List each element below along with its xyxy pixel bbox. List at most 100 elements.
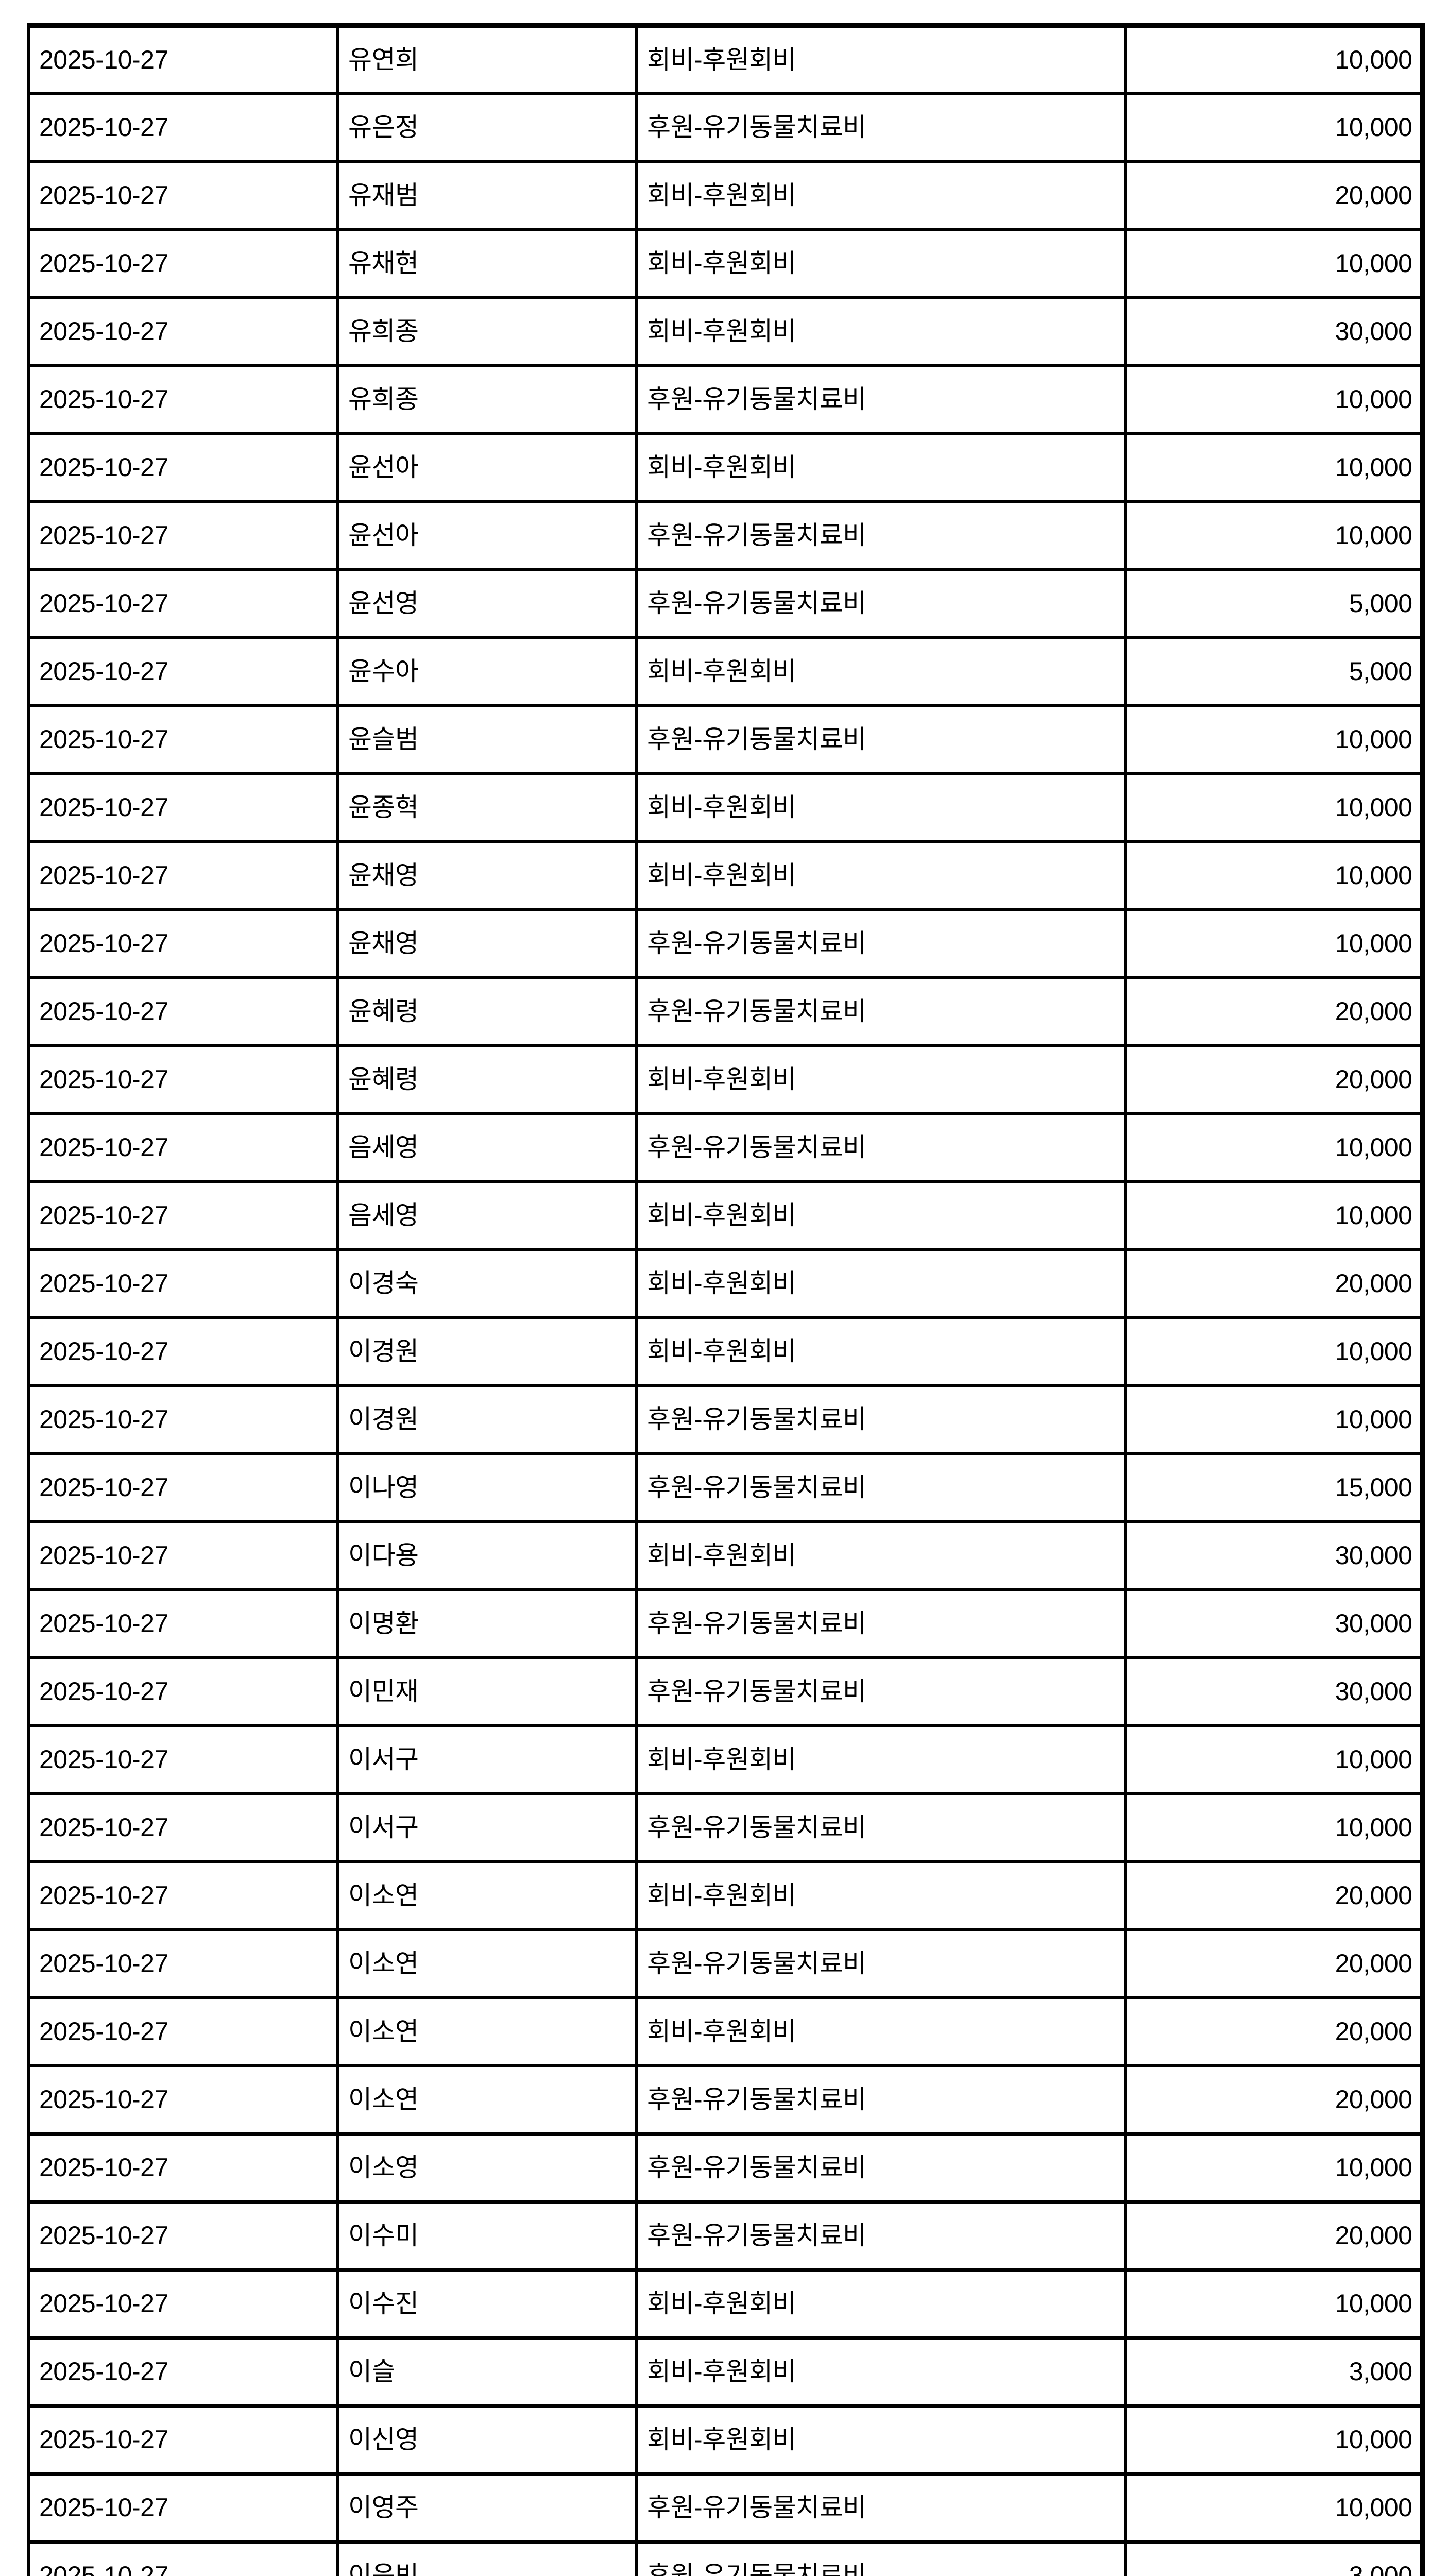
cell-donor-name: 유재범: [336, 161, 636, 231]
cell-date: 2025-10-27: [28, 909, 337, 979]
table-row: 2025-10-27 이다용 회비-후원회비 30,000: [28, 1521, 1422, 1591]
cell-amount: 10,000: [1124, 1725, 1422, 1795]
cell-date: 2025-10-27: [28, 1113, 337, 1183]
cell-date: 2025-10-27: [28, 297, 337, 367]
table-row: 2025-10-27 이서구 후원-유기동물치료비 10,000: [28, 1793, 1422, 1863]
cell-category: 회비-후원회비: [635, 1045, 1126, 1115]
table-row: 2025-10-27 유재범 회비-후원회비 20,000: [28, 161, 1422, 231]
table-row: 2025-10-27 윤혜령 후원-유기동물치료비 20,000: [28, 977, 1422, 1047]
cell-amount: 20,000: [1124, 977, 1422, 1047]
table-row: 2025-10-27 이수미 후원-유기동물치료비 20,000: [28, 2201, 1422, 2272]
cell-category: 후원-유기동물치료비: [635, 501, 1126, 571]
cell-category: 회비-후원회비: [635, 841, 1126, 911]
cell-category: 후원-유기동물치료비: [635, 1929, 1126, 1999]
cell-date: 2025-10-27: [28, 773, 337, 843]
table-row: 2025-10-27 이경원 후원-유기동물치료비 10,000: [28, 1385, 1422, 1455]
table-row: 2025-10-27 이민재 후원-유기동물치료비 30,000: [28, 1657, 1422, 1727]
cell-donor-name: 윤채영: [336, 841, 636, 911]
cell-category: 회비-후원회비: [635, 2405, 1126, 2476]
cell-date: 2025-10-27: [28, 977, 337, 1047]
cell-amount: 3,000: [1124, 2337, 1422, 2408]
cell-amount: 10,000: [1124, 2473, 1422, 2544]
cell-category: 회비-후원회비: [635, 1317, 1126, 1387]
cell-category: 회비-후원회비: [635, 25, 1126, 95]
cell-date: 2025-10-27: [28, 1385, 337, 1455]
cell-date: 2025-10-27: [28, 2269, 337, 2340]
cell-date: 2025-10-27: [28, 1997, 337, 2067]
table-row: 2025-10-27 유연희 회비-후원회비 10,000: [28, 25, 1422, 95]
cell-date: 2025-10-27: [28, 2065, 337, 2136]
cell-amount: 5,000: [1124, 637, 1422, 707]
cell-amount: 10,000: [1124, 433, 1422, 503]
cell-donor-name: 윤수아: [336, 637, 636, 707]
cell-date: 2025-10-27: [28, 2337, 337, 2408]
cell-donor-name: 이수진: [336, 2269, 636, 2340]
cell-date: 2025-10-27: [28, 229, 337, 299]
cell-amount: 10,000: [1124, 1385, 1422, 1455]
table-row: 2025-10-27 윤채영 후원-유기동물치료비 10,000: [28, 909, 1422, 979]
table-row: 2025-10-27 윤슬범 후원-유기동물치료비 10,000: [28, 705, 1422, 775]
cell-amount: 10,000: [1124, 501, 1422, 571]
cell-donor-name: 이신영: [336, 2405, 636, 2476]
cell-category: 후원-유기동물치료비: [635, 2133, 1126, 2204]
cell-donor-name: 이나영: [336, 1453, 636, 1523]
cell-amount: 20,000: [1124, 161, 1422, 231]
cell-donor-name: 유은정: [336, 93, 636, 163]
table-row: 2025-10-27 윤수아 회비-후원회비 5,000: [28, 637, 1422, 707]
cell-donor-name: 윤혜령: [336, 1045, 636, 1115]
cell-date: 2025-10-27: [28, 2473, 337, 2544]
cell-amount: 10,000: [1124, 909, 1422, 979]
cell-category: 회비-후원회비: [635, 773, 1126, 843]
cell-date: 2025-10-27: [28, 1249, 337, 1319]
cell-amount: 10,000: [1124, 1113, 1422, 1183]
cell-amount: 5,000: [1124, 569, 1422, 639]
cell-date: 2025-10-27: [28, 637, 337, 707]
cell-donor-name: 이경숙: [336, 1249, 636, 1319]
cell-date: 2025-10-27: [28, 705, 337, 775]
cell-category: 후원-유기동물치료비: [635, 1113, 1126, 1183]
table-row: 2025-10-27 이영주 후원-유기동물치료비 10,000: [28, 2473, 1422, 2544]
cell-date: 2025-10-27: [28, 1929, 337, 1999]
cell-date: 2025-10-27: [28, 841, 337, 911]
cell-date: 2025-10-27: [28, 433, 337, 503]
cell-category: 후원-유기동물치료비: [635, 1589, 1126, 1659]
cell-date: 2025-10-27: [28, 161, 337, 231]
cell-amount: 10,000: [1124, 1181, 1422, 1251]
cell-amount: 20,000: [1124, 2201, 1422, 2272]
cell-donor-name: 유채현: [336, 229, 636, 299]
table-row: 2025-10-27 윤채영 회비-후원회비 10,000: [28, 841, 1422, 911]
cell-category: 후원-유기동물치료비: [635, 93, 1126, 163]
table-row: 2025-10-27 유채현 회비-후원회비 10,000: [28, 229, 1422, 299]
cell-amount: 20,000: [1124, 1861, 1422, 1931]
cell-category: 후원-유기동물치료비: [635, 977, 1126, 1047]
cell-amount: 20,000: [1124, 1045, 1422, 1115]
cell-category: 회비-후원회비: [635, 433, 1126, 503]
table-row: 2025-10-27 윤혜령 회비-후원회비 20,000: [28, 1045, 1422, 1115]
cell-category: 후원-유기동물치료비: [635, 569, 1126, 639]
cell-amount: 20,000: [1124, 1929, 1422, 1999]
cell-donor-name: 이슬: [336, 2337, 636, 2408]
cell-amount: 10,000: [1124, 1793, 1422, 1863]
cell-amount: 20,000: [1124, 2065, 1422, 2136]
cell-donor-name: 윤종혁: [336, 773, 636, 843]
cell-date: 2025-10-27: [28, 2541, 337, 2576]
cell-amount: 10,000: [1124, 841, 1422, 911]
cell-category: 후원-유기동물치료비: [635, 365, 1126, 435]
cell-amount: 10,000: [1124, 365, 1422, 435]
cell-date: 2025-10-27: [28, 1725, 337, 1795]
table-row: 2025-10-27 음세영 후원-유기동물치료비 10,000: [28, 1113, 1422, 1183]
table-row: 2025-10-27 이경원 회비-후원회비 10,000: [28, 1317, 1422, 1387]
cell-donor-name: 이서구: [336, 1725, 636, 1795]
cell-donor-name: 윤채영: [336, 909, 636, 979]
cell-category: 후원-유기동물치료비: [635, 1453, 1126, 1523]
cell-category: 회비-후원회비: [635, 1521, 1126, 1591]
cell-donor-name: 유희종: [336, 297, 636, 367]
cell-amount: 30,000: [1124, 1589, 1422, 1659]
cell-donor-name: 이소연: [336, 2065, 636, 2136]
table-row: 2025-10-27 윤선영 후원-유기동물치료비 5,000: [28, 569, 1422, 639]
cell-category: 회비-후원회비: [635, 1997, 1126, 2067]
cell-date: 2025-10-27: [28, 1453, 337, 1523]
cell-date: 2025-10-27: [28, 501, 337, 571]
cell-date: 2025-10-27: [28, 569, 337, 639]
